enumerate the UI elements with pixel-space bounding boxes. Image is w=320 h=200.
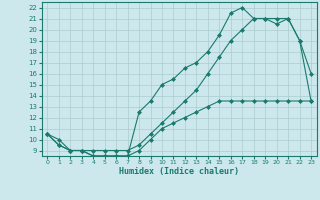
X-axis label: Humidex (Indice chaleur): Humidex (Indice chaleur) bbox=[119, 167, 239, 176]
